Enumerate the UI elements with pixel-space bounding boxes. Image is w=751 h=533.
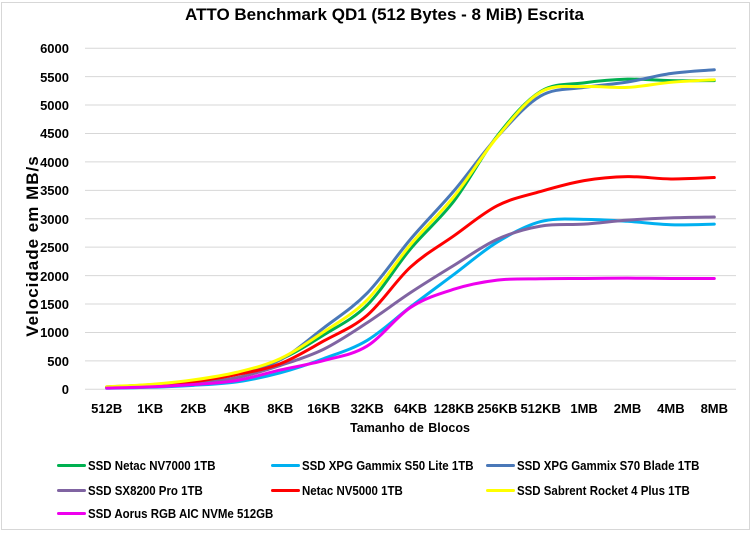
x-tick-label: 4MB [657, 400, 685, 416]
y-tick-label: 1000 [40, 325, 69, 341]
x-axis-title: Tamanho de Blocos [350, 421, 470, 435]
y-tick-label: 500 [47, 353, 69, 369]
x-tick-label: 16KB [307, 400, 341, 416]
legend-label: SSD SX8200 Pro 1TB [87, 482, 203, 498]
series-line-6 [105, 78, 716, 389]
series-line-3 [105, 68, 716, 389]
legend-swatch-line [56, 489, 86, 492]
legend-label: Netac NV5000 1TB [301, 482, 403, 498]
y-tick-label: 4500 [40, 126, 69, 142]
y-tick-label: 5000 [40, 98, 69, 114]
legend-label: SSD Aorus RGB AIC NVMe 512GB [87, 505, 273, 521]
legend-label: SSD XPG Gammix S50 Lite 1TB [301, 457, 474, 473]
x-tick-label: 2MB [613, 400, 642, 416]
x-tick-label: 32KB [350, 400, 384, 416]
x-tick-label: 1KB [137, 400, 164, 416]
x-tick-label: 1MB [570, 400, 598, 416]
chart-title: ATTO Benchmark QD1 (512 Bytes - 8 MiB) E… [184, 5, 584, 24]
series-line-1 [105, 77, 716, 389]
y-tick-label: 6000 [40, 41, 69, 57]
y-tick-label: 5500 [40, 69, 69, 85]
x-tick-label: 256KB [477, 400, 518, 416]
x-tick-label: 512B [91, 400, 123, 416]
y-tick-label: 1500 [40, 297, 69, 313]
y-tick-label: 3500 [40, 183, 69, 199]
x-tick-label: 64KB [393, 400, 428, 416]
x-tick-label: 128KB [433, 400, 475, 416]
legend-swatch-line [270, 489, 300, 492]
legend-swatch-line [485, 464, 515, 467]
y-tick-label: 2500 [40, 240, 69, 256]
x-tick-label: 4KB [223, 400, 250, 416]
legend-swatch-line [56, 512, 86, 515]
legend-label: SSD XPG Gammix S70 Blade 1TB [516, 457, 699, 473]
x-tick-label: 512KB [520, 400, 561, 416]
x-tick-label: 2KB [180, 400, 207, 416]
legend-swatch-line [270, 464, 300, 467]
series-line-7 [105, 276, 716, 390]
legend-label: SSD Netac NV7000 1TB [87, 457, 216, 473]
x-tick-label: 8KB [267, 400, 294, 416]
y-tick-label: 4000 [40, 154, 69, 170]
legend-swatch-line [56, 464, 86, 467]
legend-swatch-line [485, 489, 515, 492]
series-line-4 [105, 215, 716, 390]
legend-label: SSD Sabrent Rocket 4 Plus 1TB [516, 482, 690, 498]
y-tick-label: 0 [61, 382, 69, 398]
x-tick-label: 8MB [700, 400, 729, 416]
y-tick-label: 3000 [40, 211, 69, 227]
y-tick-label: 2000 [40, 268, 69, 284]
series-line-5 [105, 175, 716, 389]
